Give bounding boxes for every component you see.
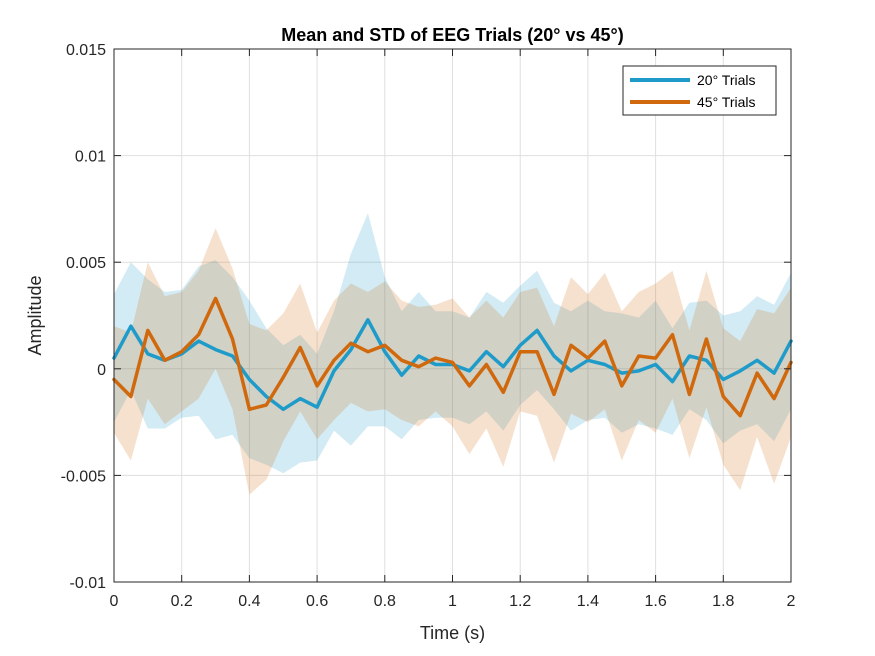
- mean-line-series-1: [112, 296, 793, 418]
- legend: 20° Trials 45° Trials: [622, 65, 777, 116]
- legend-label-45-trials: 45° Trials: [697, 94, 756, 110]
- y-tick-label-4: 0.01: [75, 149, 106, 166]
- x-tick-label-4: 0.8: [374, 593, 396, 610]
- x-tick-label-8: 1.6: [644, 593, 666, 610]
- y-axis-label: Amplitude: [25, 275, 45, 355]
- x-tick-label-1: 0.2: [171, 593, 193, 610]
- y-tick-label-5: 0.015: [66, 42, 106, 59]
- mean-lines: [112, 296, 793, 418]
- x-tick-label-0: 0: [110, 593, 119, 610]
- legend-box: [622, 65, 777, 116]
- y-tick-label-1: -0.005: [61, 468, 106, 485]
- x-tick-label-10: 2: [787, 593, 796, 610]
- x-tick-label-5: 1: [448, 593, 457, 610]
- chart-title: Mean and STD of EEG Trials (20° vs 45°): [281, 25, 624, 45]
- legend-label-20-trials: 20° Trials: [697, 72, 756, 88]
- x-tick-label-6: 1.2: [509, 593, 531, 610]
- x-axis-label: Time (s): [420, 623, 485, 643]
- y-tick-label-0: -0.01: [70, 575, 107, 592]
- x-tick-label-3: 0.6: [306, 593, 328, 610]
- x-tick-label-7: 1.4: [577, 593, 599, 610]
- y-tick-label-3: 0.005: [66, 255, 106, 272]
- axis-ticks: 0 0.2 0.4 0.6 0.8 1 1.2 1.4 1.6 1.8 2 -0.01 -0.005 0 0…: [61, 42, 796, 610]
- x-tick-label-9: 1.8: [712, 593, 734, 610]
- y-tick-label-2: 0: [97, 362, 106, 379]
- x-tick-label-2: 0.4: [238, 593, 260, 610]
